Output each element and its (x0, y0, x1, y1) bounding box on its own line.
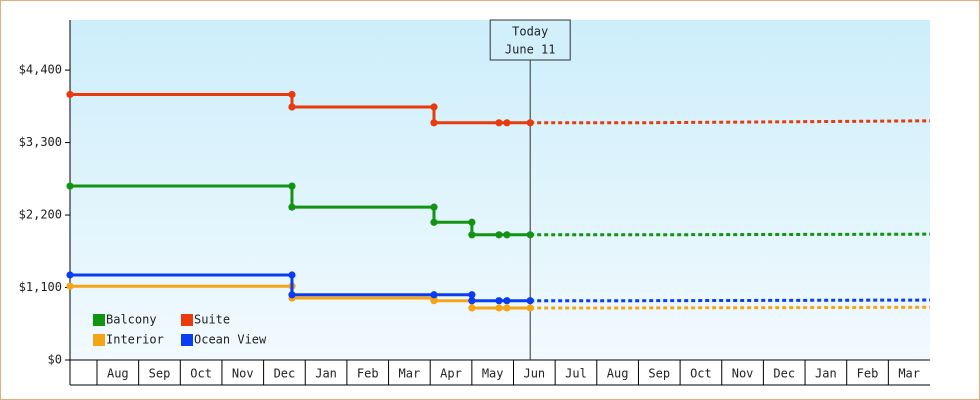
x-tick-label: Feb (857, 367, 879, 381)
price-point (526, 304, 534, 312)
today-box (489, 19, 571, 61)
price-point (66, 271, 74, 279)
price-point (288, 271, 296, 279)
legend-swatch (181, 334, 193, 346)
legend-label: Ocean View (194, 333, 267, 347)
today-label: Today (512, 25, 548, 39)
forecast-line (530, 119, 931, 125)
price-point (468, 231, 476, 239)
price-point (495, 231, 503, 239)
price-point (66, 182, 74, 190)
price-point (66, 282, 74, 290)
x-tick-label: Jun (523, 367, 545, 381)
price-point (430, 203, 438, 211)
price-point (468, 291, 476, 299)
price-point (288, 291, 296, 299)
price-point (503, 297, 511, 305)
x-tick-label: Apr (440, 367, 462, 381)
price-point (430, 297, 438, 305)
price-point (288, 103, 296, 111)
forecast-line (530, 298, 931, 303)
x-tick-label: May (482, 367, 504, 381)
price-point (468, 304, 476, 312)
price-point (430, 218, 438, 226)
y-tick-label: $3,300 (19, 135, 62, 149)
x-tick-label: Nov (232, 367, 254, 381)
price-line (70, 184, 531, 237)
x-tick-label: Oct (190, 367, 212, 381)
price-point (526, 297, 534, 305)
price-point (288, 203, 296, 211)
price-point (430, 119, 438, 127)
x-tick-label: Mar (399, 367, 421, 381)
y-tick-label: $2,200 (19, 208, 62, 222)
x-tick-label: Oct (690, 367, 712, 381)
legend-label: Interior (106, 333, 164, 347)
today-date: June 11 (505, 43, 556, 57)
legend-swatch (181, 314, 193, 326)
y-tick-label: $1,100 (19, 280, 62, 294)
price-point (503, 231, 511, 239)
x-tick-label: Jan (815, 367, 837, 381)
x-tick-label: Feb (357, 367, 379, 381)
legend-label: Balcony (106, 313, 157, 327)
x-tick-label: Dec (274, 367, 296, 381)
price-point (288, 90, 296, 99)
price-point (503, 119, 511, 127)
price-point (495, 297, 503, 305)
y-tick-label: $4,400 (19, 63, 62, 77)
forecast-line (530, 305, 931, 310)
price-point (468, 297, 476, 305)
price-point (288, 182, 296, 190)
price-point (495, 304, 503, 312)
legend-label: Suite (194, 313, 230, 327)
y-tick-label: $0 (48, 353, 62, 367)
price-point (495, 119, 503, 127)
x-tick-label: Dec (773, 367, 795, 381)
price-point (66, 90, 74, 99)
x-tick-label: Aug (607, 367, 629, 381)
x-tick-label: Sep (648, 367, 670, 381)
x-tick-label: Aug (107, 367, 129, 381)
forecast-line (530, 232, 931, 237)
x-tick-label: Jan (315, 367, 337, 381)
x-tick-label: Jul (565, 367, 587, 381)
price-point (430, 103, 438, 111)
legend-swatch (93, 314, 105, 326)
price-point (430, 291, 438, 299)
x-tick-label: Sep (149, 367, 171, 381)
x-tick-label: Mar (898, 367, 920, 381)
legend-swatch (93, 334, 105, 346)
price-point (526, 231, 534, 239)
price-point (526, 119, 534, 127)
price-point (503, 304, 511, 312)
x-tick-label: Nov (732, 367, 754, 381)
price-point (468, 218, 476, 226)
